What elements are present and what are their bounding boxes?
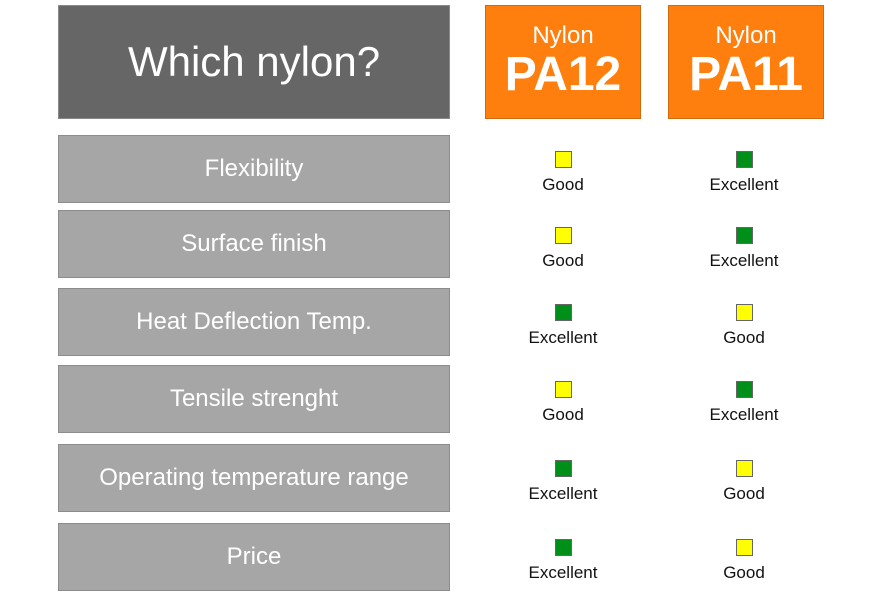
rating-text: Excellent — [528, 563, 598, 582]
product-name: PA11 — [689, 48, 803, 101]
row-label-text: Operating temperature range — [99, 464, 409, 491]
rating-cell: Excellent — [485, 460, 641, 510]
rating-square — [735, 460, 753, 477]
rating-text: Excellent — [709, 175, 779, 194]
rating-text: Good — [723, 328, 765, 347]
rating-cell: Good — [485, 381, 641, 431]
rating-cell: Good — [666, 539, 822, 589]
rating-text: Excellent — [709, 405, 779, 424]
rating-text: Good — [723, 484, 765, 503]
rating-square — [735, 539, 753, 556]
rating-cell: Good — [666, 460, 822, 510]
rating-text: Good — [542, 175, 584, 194]
rating-cell: Good — [666, 304, 822, 354]
rating-cell: Excellent — [485, 539, 641, 589]
row-label-text: Heat Deflection Temp. — [136, 308, 372, 335]
product-name: PA12 — [504, 48, 622, 101]
rating-square — [554, 151, 572, 168]
product-header-pa12: Nylon PA12 — [485, 5, 641, 119]
rating-text: Excellent — [528, 484, 598, 503]
rating-square — [554, 304, 572, 321]
row-label-text: Tensile strenght — [169, 385, 339, 412]
row-label-price: Price — [58, 523, 450, 591]
row-label-tensile-strenght: Tensile strenght — [58, 365, 450, 433]
rating-square — [735, 227, 753, 244]
rating-cell: Good — [485, 151, 641, 201]
row-label-text: Flexibility — [204, 155, 304, 182]
product-prefix: Nylon — [715, 22, 777, 49]
row-label-operating-temperature-range: Operating temperature range — [58, 444, 450, 512]
rating-square — [554, 381, 572, 398]
rating-cell: Excellent — [666, 151, 822, 201]
rating-square — [735, 151, 753, 168]
title-text: Which nylon? — [127, 38, 381, 85]
rating-square — [735, 304, 753, 321]
rating-text: Good — [542, 251, 584, 270]
rating-text: Good — [723, 563, 765, 582]
rating-square — [554, 539, 572, 556]
row-label-text: Price — [226, 543, 282, 570]
rating-text: Excellent — [709, 251, 779, 270]
rating-text: Excellent — [528, 328, 598, 347]
rating-square — [554, 460, 572, 477]
rating-cell: Excellent — [485, 304, 641, 354]
row-label-flexibility: Flexibility — [58, 135, 450, 203]
rating-cell: Excellent — [666, 381, 822, 431]
rating-cell: Excellent — [666, 227, 822, 277]
row-label-surface-finish: Surface finish — [58, 210, 450, 278]
comparison-title: Which nylon? — [58, 5, 450, 119]
product-prefix: Nylon — [532, 22, 594, 49]
rating-cell: Good — [485, 227, 641, 277]
rating-square — [735, 381, 753, 398]
product-header-pa11: Nylon PA11 — [668, 5, 824, 119]
rating-square — [554, 227, 572, 244]
row-label-heat-deflection-temp: Heat Deflection Temp. — [58, 288, 450, 356]
row-label-text: Surface finish — [181, 230, 327, 257]
rating-text: Good — [542, 405, 584, 424]
